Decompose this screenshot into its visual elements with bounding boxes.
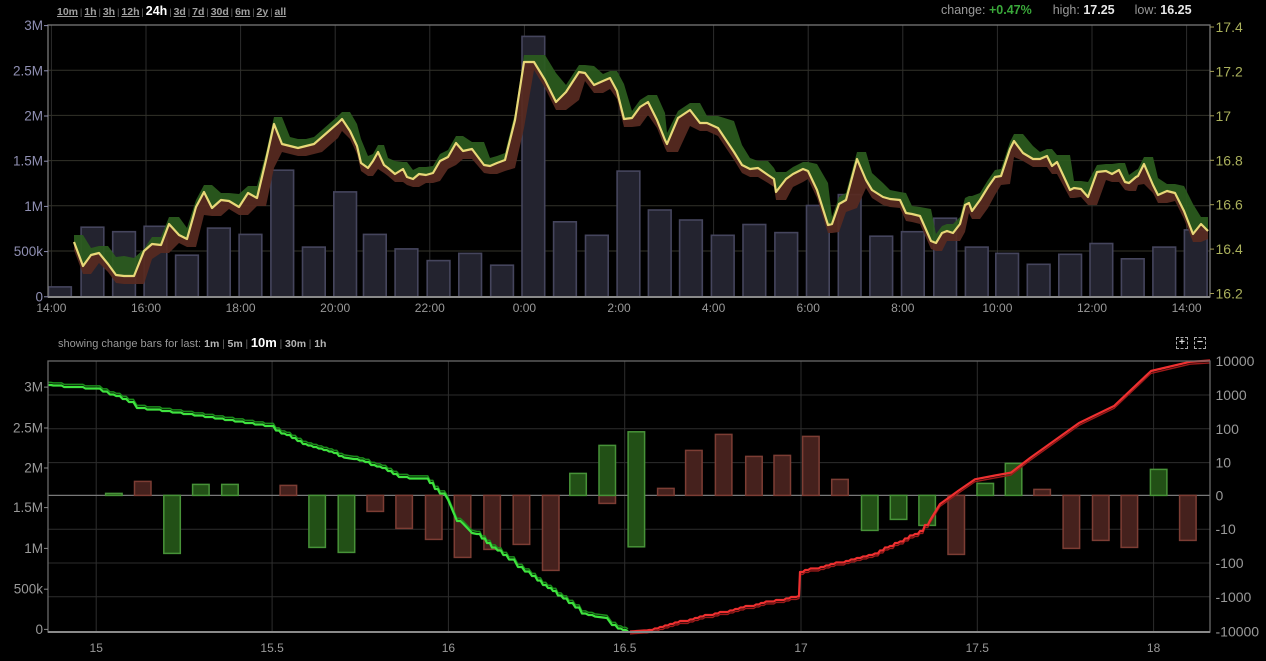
svg-text:0: 0 — [1216, 487, 1224, 503]
svg-text:16:00: 16:00 — [131, 301, 161, 315]
svg-text:16.8: 16.8 — [1216, 152, 1243, 168]
svg-text:1.5M: 1.5M — [13, 500, 43, 515]
svg-text:500k: 500k — [14, 244, 44, 259]
svg-text:17.2: 17.2 — [1216, 63, 1243, 79]
svg-text:17: 17 — [794, 641, 808, 655]
svg-text:4:00: 4:00 — [702, 301, 726, 315]
svg-text:16.6: 16.6 — [1216, 197, 1243, 213]
svg-text:-10000: -10000 — [1216, 624, 1260, 640]
svg-text:1M: 1M — [24, 199, 43, 214]
svg-text:2M: 2M — [24, 461, 43, 476]
svg-text:2.5M: 2.5M — [13, 421, 43, 436]
svg-text:1M: 1M — [24, 541, 43, 556]
svg-text:10000: 10000 — [1216, 353, 1255, 369]
svg-text:10:00: 10:00 — [982, 301, 1012, 315]
svg-text:17.4: 17.4 — [1216, 19, 1243, 35]
svg-text:16.2: 16.2 — [1216, 286, 1243, 302]
svg-text:16.4: 16.4 — [1216, 241, 1243, 257]
svg-text:500k: 500k — [14, 582, 44, 597]
svg-text:-1000: -1000 — [1216, 589, 1252, 605]
svg-text:10: 10 — [1216, 455, 1232, 471]
svg-text:1000: 1000 — [1216, 387, 1247, 403]
svg-text:1.5M: 1.5M — [13, 154, 43, 169]
svg-text:3M: 3M — [24, 18, 43, 33]
svg-text:15.5: 15.5 — [260, 641, 284, 655]
svg-text:-10: -10 — [1216, 521, 1236, 537]
svg-text:18: 18 — [1147, 641, 1161, 655]
svg-text:3M: 3M — [24, 380, 43, 395]
svg-text:17: 17 — [1216, 108, 1232, 124]
svg-text:2:00: 2:00 — [607, 301, 631, 315]
svg-text:100: 100 — [1216, 421, 1240, 437]
svg-text:0:00: 0:00 — [513, 301, 537, 315]
svg-text:16.5: 16.5 — [613, 641, 637, 655]
svg-text:8:00: 8:00 — [891, 301, 915, 315]
svg-text:15: 15 — [90, 641, 104, 655]
svg-text:6:00: 6:00 — [797, 301, 821, 315]
svg-text:17.5: 17.5 — [966, 641, 990, 655]
svg-text:2M: 2M — [24, 109, 43, 124]
svg-text:12:00: 12:00 — [1077, 301, 1107, 315]
svg-text:2.5M: 2.5M — [13, 63, 43, 78]
svg-text:14:00: 14:00 — [36, 301, 66, 315]
svg-text:0: 0 — [35, 622, 43, 637]
svg-text:22:00: 22:00 — [415, 301, 445, 315]
svg-text:16: 16 — [442, 641, 456, 655]
svg-text:0: 0 — [35, 289, 43, 304]
svg-text:20:00: 20:00 — [320, 301, 350, 315]
svg-text:14:00: 14:00 — [1172, 301, 1202, 315]
svg-text:18:00: 18:00 — [226, 301, 256, 315]
svg-text:-100: -100 — [1216, 555, 1244, 571]
